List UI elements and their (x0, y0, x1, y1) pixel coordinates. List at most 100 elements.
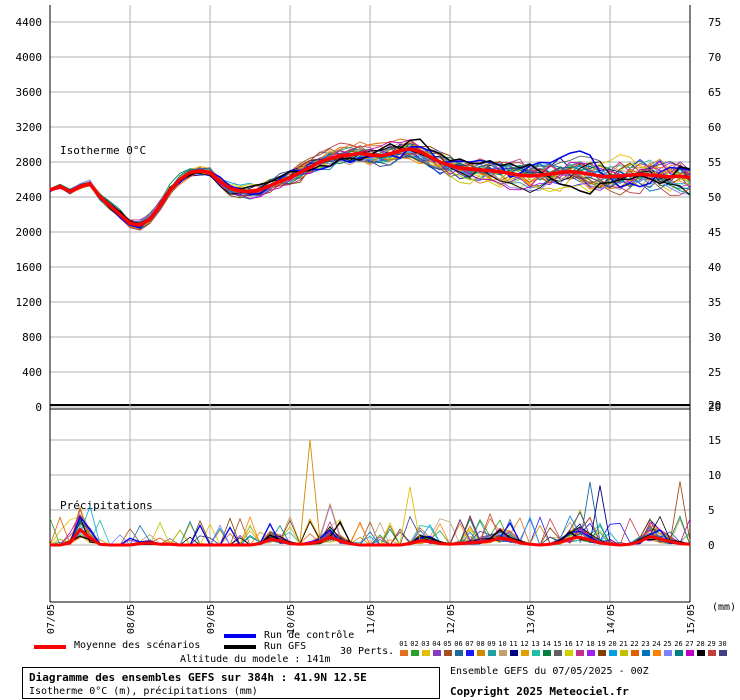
x-tick-label: 14/05 (606, 604, 617, 634)
top-right-tick-label: 60 (708, 121, 721, 134)
pert-number: 28 (696, 640, 705, 648)
pert-swatch (488, 650, 496, 656)
pert-swatch (631, 650, 639, 656)
pert-swatch (719, 650, 727, 656)
isotherme-label: Isotherme 0°C (60, 144, 146, 157)
top-right-tick-label: 25 (708, 366, 721, 379)
pert-number: 21 (619, 640, 628, 648)
member-precip-spike (399, 486, 421, 543)
top-left-tick-label: 2800 (16, 156, 43, 169)
bottom-right-tick-label: 10 (708, 469, 721, 482)
pert-swatch (609, 650, 617, 656)
pert-number: 10 (498, 640, 507, 648)
pert-swatch (466, 650, 474, 656)
pert-swatch (422, 650, 430, 656)
pert-swatch (411, 650, 419, 656)
pert-number: 19 (597, 640, 606, 648)
top-right-tick-label: 45 (708, 226, 721, 239)
pert-swatch (576, 650, 584, 656)
ensemble-run-label: Ensemble GEFS du 07/05/2025 - 00Z (450, 666, 649, 677)
top-right-tick-label: 40 (708, 261, 721, 274)
pert-number: 27 (685, 640, 694, 648)
pert-swatch (543, 650, 551, 656)
pert-number: 22 (630, 640, 639, 648)
pert-swatch (499, 650, 507, 656)
gfs-legend-swatch (224, 645, 256, 649)
top-left-tick-label: 3200 (16, 121, 43, 134)
pert-swatch (433, 650, 441, 656)
pert-swatch (521, 650, 529, 656)
x-tick-label: 08/05 (126, 604, 137, 634)
mean-legend-label: Moyenne des scénarios (74, 640, 201, 651)
control-legend-swatch (224, 634, 256, 638)
pert-number: 14 (542, 640, 551, 648)
member-isotherm-line (49, 142, 691, 231)
pert-number: 20 (608, 640, 617, 648)
top-left-tick-label: 0 (35, 401, 42, 414)
control-legend-label: Run de contrôle (264, 630, 355, 641)
pert-swatch (455, 650, 463, 656)
pert-number: 06 (454, 640, 463, 648)
x-tick-label: 09/05 (206, 604, 217, 634)
top-left-tick-label: 800 (22, 331, 42, 344)
pert-number: 23 (641, 640, 650, 648)
pert-swatch (620, 650, 628, 656)
pert-number: 02 (410, 640, 419, 648)
x-tick-label: 10/05 (286, 604, 297, 634)
pert-number: 03 (421, 640, 430, 648)
pert-swatch (510, 650, 518, 656)
top-right-tick-label: 30 (708, 331, 721, 344)
bottom-right-tick-label: 20 (708, 399, 721, 412)
top-left-tick-label: 1600 (16, 261, 43, 274)
bottom-right-tick-label: 5 (708, 504, 715, 517)
pert-swatch (708, 650, 716, 656)
top-left-tick-label: 4000 (16, 51, 43, 64)
info-subtitle: Isotherme 0°C (m), précipitations (mm) (29, 686, 258, 697)
top-left-tick-label: 1200 (16, 296, 43, 309)
pert-swatch (653, 650, 661, 656)
top-right-tick-label: 75 (708, 16, 721, 29)
mean-precip-line (50, 527, 691, 547)
top-right-tick-label: 65 (708, 86, 721, 99)
pert-number: 16 (564, 640, 573, 648)
info-title: Diagramme des ensembles GEFS sur 384h : … (29, 671, 367, 684)
pert-number: 04 (432, 640, 441, 648)
pert-number: 26 (674, 640, 683, 648)
pert-swatch (664, 650, 672, 656)
info-box: Diagramme des ensembles GEFS sur 384h : … (22, 667, 440, 699)
bottom-right-tick-label: 0 (708, 539, 715, 552)
x-tick-label: 13/05 (526, 604, 537, 634)
member-isotherm-line (49, 143, 691, 221)
member-precip-spike (589, 485, 611, 543)
pert-swatch (686, 650, 694, 656)
member-precip-spike (299, 439, 321, 543)
bottom-right-tick-label: 15 (708, 434, 721, 447)
pert-number: 25 (663, 640, 672, 648)
top-left-tick-label: 2400 (16, 191, 43, 204)
top-right-tick-label: 70 (708, 51, 721, 64)
member-precip-spike (669, 481, 691, 543)
pert-swatch (642, 650, 650, 656)
pert-number: 07 (465, 640, 474, 648)
top-right-tick-label: 35 (708, 296, 721, 309)
x-tick-label: 12/05 (446, 604, 457, 634)
top-left-tick-label: 4400 (16, 16, 43, 29)
pert-number: 29 (707, 640, 716, 648)
pert-number: 05 (443, 640, 452, 648)
precip-label: Précipitations (60, 499, 153, 512)
perts-label: 30 Perts. (340, 646, 395, 657)
top-right-tick-label: 50 (708, 191, 721, 204)
pert-number: 24 (652, 640, 661, 648)
top-left-tick-label: 3600 (16, 86, 43, 99)
top-left-tick-label: 2000 (16, 226, 43, 239)
pert-swatch (697, 650, 705, 656)
pert-swatch (554, 650, 562, 656)
pert-number: 17 (575, 640, 584, 648)
pert-swatch (477, 650, 485, 656)
pert-swatch (565, 650, 573, 656)
precip-unit-label: (mm) (712, 602, 736, 613)
member-precip-spike (579, 481, 601, 543)
pert-swatch (598, 650, 606, 656)
pert-swatch (532, 650, 540, 656)
